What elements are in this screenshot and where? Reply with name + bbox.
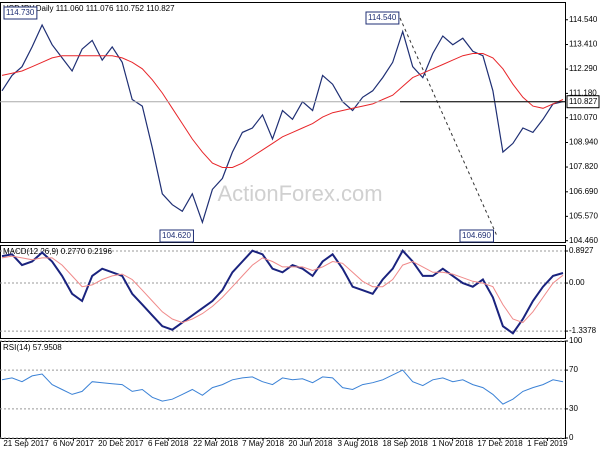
- panel-title: RSI(14) 57.9508: [3, 343, 62, 352]
- panel-title: MACD(12,26,9) 0.2770 0.2196: [3, 247, 113, 256]
- y-tick-label: 107.820: [569, 162, 598, 171]
- x-tick-label: 1 Nov 2018: [432, 439, 473, 448]
- annotation-box: [3, 6, 38, 20]
- x-tick-label: 6 Feb 2018: [148, 439, 189, 448]
- x-tick-label: 21 Sep 2017: [3, 439, 49, 448]
- y-tick-label: 112.290: [569, 64, 598, 73]
- y-tick-label: 108.940: [569, 138, 598, 147]
- panel-frame: [0, 245, 566, 339]
- panel-frame: [0, 341, 566, 439]
- y-tick-label: 100: [569, 336, 583, 345]
- series-line: [1, 249, 564, 335]
- y-tick-label: 70: [569, 365, 578, 374]
- series-line: [1, 369, 564, 405]
- y-tick-label: 104.460: [569, 236, 598, 245]
- annotation-box: [159, 229, 194, 243]
- y-tick-label: 105.570: [569, 211, 598, 220]
- annotation-label: 104.690: [462, 231, 491, 240]
- y-tick-label: 106.690: [569, 187, 598, 196]
- x-tick-label: 7 May 2018: [242, 439, 284, 448]
- x-tick-label: 17 Dec 2018: [477, 439, 523, 448]
- x-tick-label: 20 Jun 2018: [288, 439, 333, 448]
- panel-title: USDJPY,Daily 111.060 111.076 110.752 110…: [3, 4, 175, 13]
- series-line: [1, 53, 564, 168]
- series-line: [1, 23, 564, 225]
- x-tick-label: 22 Mar 2018: [193, 439, 238, 448]
- x-tick-label: 3 Aug 2018: [338, 439, 379, 448]
- annotation-label: 114.540: [368, 13, 397, 22]
- series-line: [1, 255, 564, 324]
- x-tick-label: 6 Nov 2017: [53, 439, 94, 448]
- x-tick-label: 18 Sep 2018: [383, 439, 429, 448]
- annotation-label: 104.620: [162, 231, 191, 240]
- y-tick-label: 30: [569, 404, 578, 413]
- x-tick-label: 1 Feb 2019: [527, 439, 568, 448]
- annotation-label: 110.827: [569, 97, 598, 106]
- annotation-box: [566, 95, 600, 109]
- y-tick-label: 0.8927: [569, 246, 594, 255]
- x-tick-label: 20 Dec 2017: [98, 439, 144, 448]
- y-tick-label: 114.540: [569, 15, 598, 24]
- watermark: ActionForex.com: [217, 181, 382, 206]
- y-tick-label: 0.00: [569, 278, 585, 287]
- y-tick-label: 110.070: [569, 113, 598, 122]
- y-tick-label: 113.410: [569, 40, 598, 49]
- annotation-label: 114.730: [6, 8, 35, 17]
- y-tick-label: 0: [569, 433, 574, 442]
- annotation-box: [459, 229, 494, 243]
- y-tick-label: 111.180: [569, 89, 597, 98]
- panel-frame: [0, 2, 566, 243]
- annotation-box: [365, 11, 400, 25]
- trend-line: [399, 17, 498, 237]
- y-tick-label: -1.3378: [569, 326, 597, 335]
